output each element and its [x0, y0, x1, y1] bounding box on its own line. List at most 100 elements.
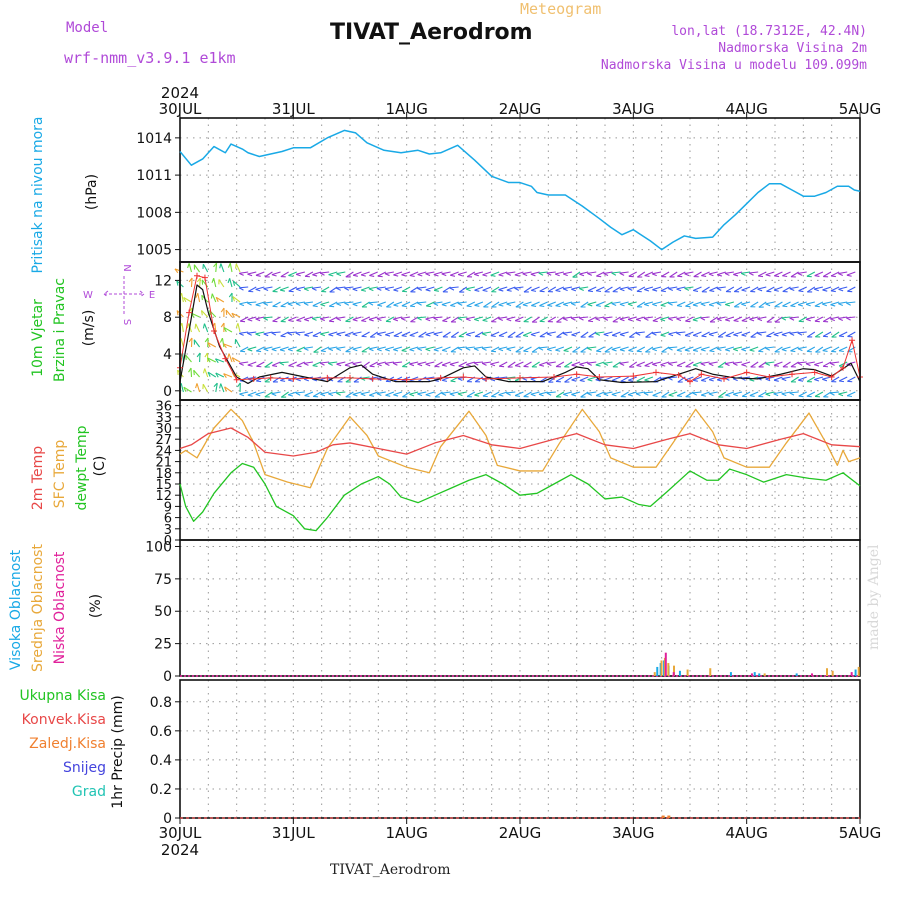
wind-vector-head — [797, 304, 803, 307]
compass-e: E — [149, 290, 155, 301]
wind-vector — [781, 316, 791, 319]
wind-vector — [692, 391, 702, 394]
wind-vector — [237, 323, 241, 333]
wind-vector-head — [603, 333, 609, 337]
wind-vector-head — [490, 363, 496, 367]
wind-vector — [369, 331, 378, 338]
wind-vector-head — [474, 304, 480, 307]
wind-vector-head — [188, 367, 192, 373]
wind-vector — [417, 361, 427, 365]
wind-vector-head — [579, 287, 584, 291]
wind-vector — [627, 286, 637, 289]
wind-vector-head — [287, 303, 293, 307]
wind-vector-head — [797, 332, 803, 336]
wind-vector-head — [514, 287, 520, 291]
wind-vector — [360, 286, 370, 291]
wind-vector — [741, 271, 751, 274]
wind-vector — [376, 361, 386, 365]
wind-gust-marker — [721, 375, 727, 382]
wind-vector — [716, 301, 726, 304]
wind-vector-head — [295, 332, 301, 336]
wind-vector — [644, 286, 654, 291]
wind-vector-head — [644, 288, 650, 292]
cloud-bar — [826, 668, 828, 676]
wind-vector — [596, 271, 605, 277]
wind-vector — [490, 346, 500, 352]
sfc-temp-line — [179, 408, 861, 489]
wind-vector-head — [514, 274, 520, 277]
panel-frame-wind-top — [179, 261, 861, 401]
wind-vector-head — [546, 392, 552, 396]
wind-vector — [522, 331, 532, 337]
wind-vector-head — [684, 334, 690, 337]
wind-vector — [312, 391, 322, 397]
wind-vector — [546, 391, 556, 394]
wind-vector — [555, 376, 565, 382]
wind-vector — [635, 391, 645, 395]
wind-vector-head — [263, 348, 269, 352]
wind-vector — [288, 391, 297, 396]
wind-vector — [692, 376, 702, 381]
wind-vector-head — [215, 372, 219, 378]
wind-vector — [328, 346, 338, 350]
wind-vector-head — [466, 305, 472, 308]
wind-vector — [757, 271, 767, 277]
wind-vector-head — [425, 273, 431, 277]
wind-vector-head — [765, 378, 771, 382]
wind-vector — [215, 296, 225, 303]
wind-vector-head — [846, 302, 851, 306]
wind-vector-head — [805, 318, 811, 322]
wind-vector — [724, 271, 734, 274]
cloud-bar — [854, 669, 857, 676]
wind-vector — [506, 271, 516, 274]
wind-vector-head — [481, 347, 487, 351]
wind-vector — [195, 323, 201, 333]
wind-vector — [201, 310, 209, 318]
y-tick-label: 100 — [145, 539, 172, 555]
x-tick-label-bottom: 1AUG — [385, 824, 427, 842]
wind-vector — [571, 376, 581, 381]
wind-vector-head — [458, 365, 464, 368]
wind-vector — [329, 286, 338, 293]
wind-vector — [188, 263, 193, 273]
wind-vector-head — [465, 347, 471, 351]
wind-vector-head — [312, 364, 318, 367]
wind-vector — [255, 301, 265, 306]
wind-vector-head — [279, 362, 285, 366]
wind-vector — [572, 346, 581, 353]
wind-vector-head — [814, 305, 820, 308]
wind-vector-head — [177, 370, 179, 376]
wind-vector — [239, 331, 249, 334]
wind-vector-head — [660, 290, 666, 293]
wind-vector — [223, 327, 233, 333]
y-tick-label: 15 — [155, 478, 172, 493]
wind-vector-head — [425, 363, 431, 367]
wind-vector — [235, 338, 241, 348]
wind-vector-head — [716, 287, 722, 291]
wind-vector-head — [595, 332, 601, 336]
wind-vector — [239, 271, 249, 274]
wind-vector — [830, 391, 840, 394]
wind-vector — [393, 271, 403, 276]
wind-vector — [725, 316, 735, 321]
wind-vector-head — [619, 318, 625, 322]
wind-vector-head — [708, 393, 714, 397]
wind-vector — [207, 342, 217, 348]
wind-vector — [822, 286, 832, 291]
wind-vector — [822, 316, 832, 322]
wind-gust-marker — [403, 376, 410, 383]
wind-vector-head — [506, 392, 511, 396]
wind-vector-head — [748, 272, 754, 276]
wind-vector — [393, 391, 403, 396]
wind-vector — [580, 331, 589, 338]
wind-vector — [287, 346, 297, 350]
wind-vector-head — [570, 317, 576, 321]
wind-vector — [280, 316, 289, 322]
wind-vector-head — [235, 323, 239, 329]
wind-vector-head — [652, 273, 657, 277]
wind-vector — [506, 346, 516, 350]
wind-vector-head — [352, 288, 358, 292]
wind-vector-head — [239, 362, 244, 366]
wind-vector-head — [433, 289, 439, 292]
wind-vector — [256, 361, 265, 367]
